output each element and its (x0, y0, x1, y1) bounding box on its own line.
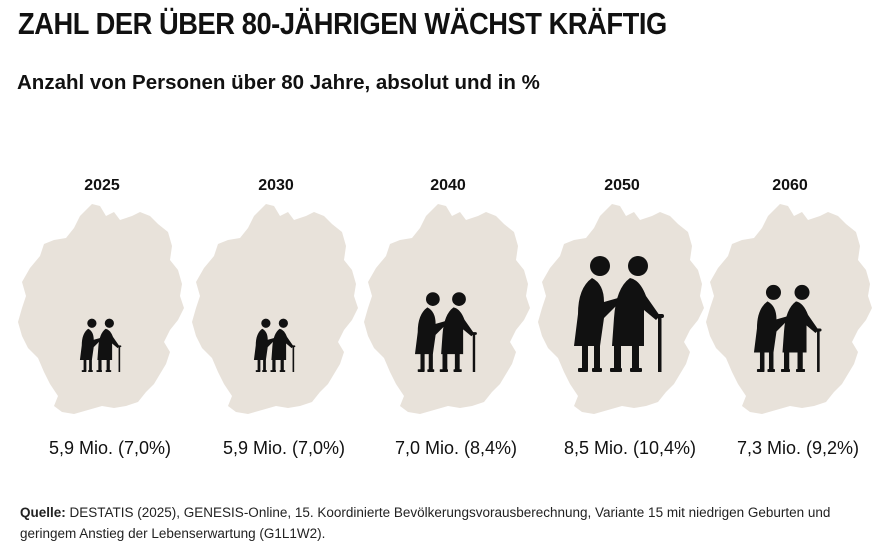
value-label: 8,5 Mio. (10,4%) (564, 438, 696, 458)
year-label: 2025 (84, 177, 120, 194)
germany-map-icon (706, 204, 872, 414)
year-label: 2040 (430, 177, 466, 194)
germany-map-icon (18, 204, 184, 414)
germany-map-icon (192, 204, 358, 414)
source-label: Quelle: (20, 505, 66, 520)
panel-2050: 2050 8,5 Mio. (10,4%) (538, 177, 704, 458)
chart-title: ZAHL DER ÜBER 80-JÄHRIGEN WÄCHST KRÄFTIG (18, 6, 667, 41)
panel-2025: 2025 5,9 Mio. (7,0%) (18, 177, 184, 458)
panel-2060: 2060 7,3 Mio. (9,2%) (706, 177, 872, 458)
panel-2030: 2030 5,9 Mio. (7,0%) (192, 177, 358, 458)
value-label: 7,0 Mio. (8,4%) (395, 438, 517, 458)
chart-subtitle: Anzahl von Personen über 80 Jahre, absol… (17, 71, 540, 94)
germany-map-icon (364, 204, 530, 414)
year-label: 2030 (258, 177, 294, 194)
value-label: 5,9 Mio. (7,0%) (223, 438, 345, 458)
year-label: 2060 (772, 177, 808, 194)
source-note: Quelle: DESTATIS (2025), GENESIS-Online,… (20, 502, 870, 544)
value-label: 7,3 Mio. (9,2%) (737, 438, 859, 458)
year-label: 2050 (604, 177, 640, 194)
panel-2040: 2040 7,0 Mio. (8,4%) (364, 177, 530, 458)
value-label: 5,9 Mio. (7,0%) (49, 438, 171, 458)
source-text: DESTATIS (2025), GENESIS-Online, 15. Koo… (20, 505, 831, 541)
